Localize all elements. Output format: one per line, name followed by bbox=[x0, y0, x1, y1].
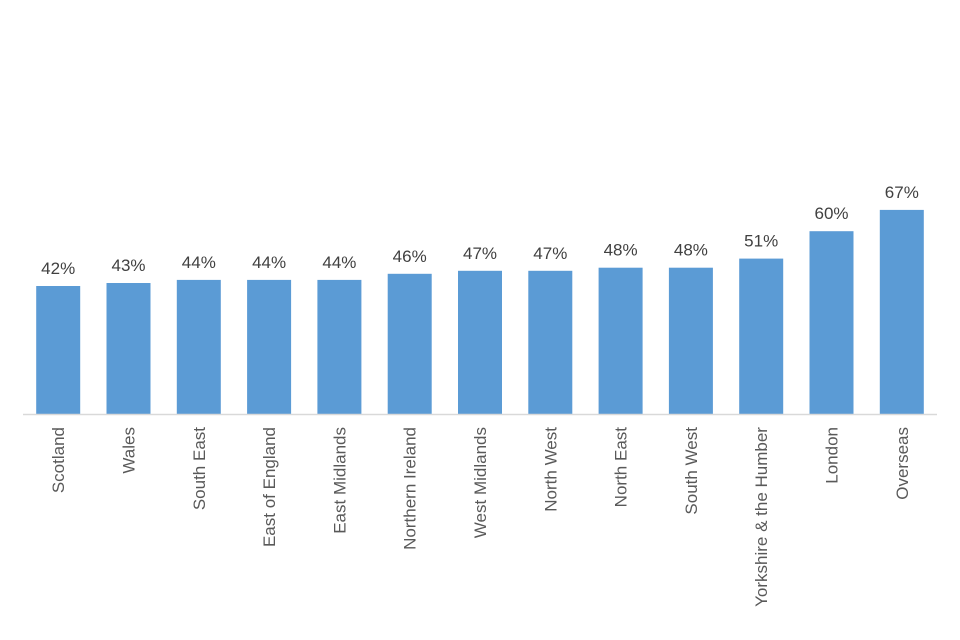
bars-group bbox=[36, 209, 924, 414]
data-label: 48% bbox=[674, 241, 708, 260]
bar-yorkshire-the-humber bbox=[739, 258, 784, 414]
bar-east-of-england bbox=[247, 279, 292, 414]
data-label: 67% bbox=[885, 183, 919, 202]
category-label: West Midlands bbox=[471, 427, 490, 538]
data-label: 46% bbox=[393, 247, 427, 266]
category-label: North East bbox=[612, 427, 631, 508]
bar-northern-ireland bbox=[387, 273, 432, 414]
data-label: 47% bbox=[463, 244, 497, 263]
data-label: 43% bbox=[111, 256, 145, 275]
category-label: South East bbox=[190, 427, 209, 510]
bar-overseas bbox=[879, 209, 924, 414]
category-label: Northern Ireland bbox=[401, 427, 420, 550]
data-label: 42% bbox=[41, 259, 75, 278]
value-labels-group: 42% 43% 44% 44% 44% 46% 47% 47% 48% 48% 51% 60% 67% bbox=[41, 183, 919, 278]
bar-north-east bbox=[598, 267, 643, 414]
bar-east-midlands bbox=[317, 279, 362, 414]
data-label: 60% bbox=[814, 204, 848, 223]
data-label: 44% bbox=[182, 253, 216, 272]
bar-south-west bbox=[668, 267, 713, 414]
bar-north-west bbox=[528, 270, 573, 414]
category-label: East Midlands bbox=[330, 427, 349, 534]
category-label: East of England bbox=[260, 427, 279, 547]
category-label: Wales bbox=[120, 427, 139, 474]
category-label: Overseas bbox=[893, 427, 912, 500]
category-label: London bbox=[823, 427, 842, 484]
category-label: North West bbox=[541, 427, 560, 512]
category-labels-group: Scotland Wales South East East of England Ea… bbox=[49, 427, 912, 607]
category-label: South West bbox=[682, 427, 701, 515]
data-label: 51% bbox=[744, 232, 778, 251]
bar-scotland bbox=[36, 286, 81, 414]
bar-south-east bbox=[176, 279, 221, 414]
data-label: 44% bbox=[322, 253, 356, 272]
data-label: 47% bbox=[533, 244, 567, 263]
data-label: 48% bbox=[604, 241, 638, 260]
bar-wales bbox=[106, 283, 151, 414]
bar-london bbox=[809, 231, 854, 414]
bar-west-midlands bbox=[458, 270, 502, 414]
data-label: 44% bbox=[252, 253, 286, 272]
category-label: Yorkshire & the Humber bbox=[752, 427, 771, 607]
category-label: Scotland bbox=[49, 427, 68, 493]
